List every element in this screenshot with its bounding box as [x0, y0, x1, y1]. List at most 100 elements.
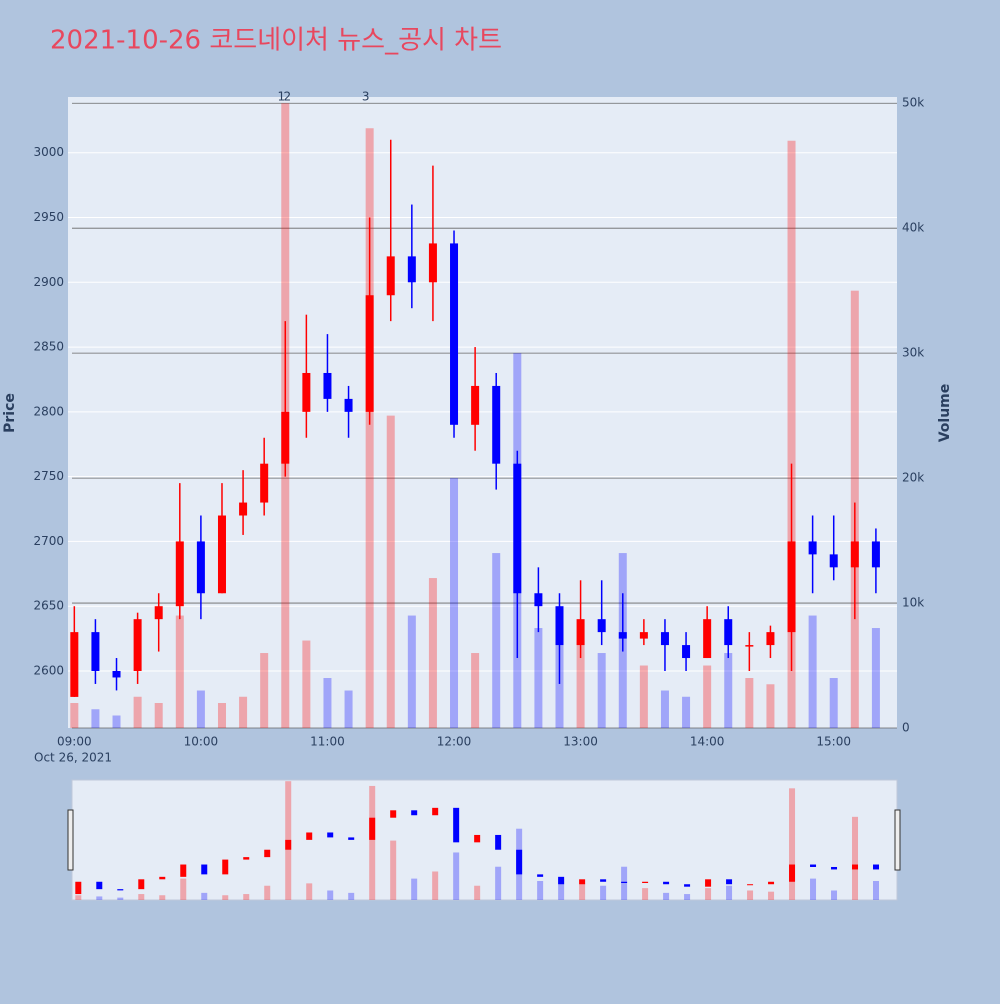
y-axis-label: Price — [2, 393, 18, 433]
volume-bar — [766, 684, 775, 728]
range-handle[interactable] — [894, 809, 901, 871]
x-tick-label: 10:00 — [184, 735, 219, 749]
volume-bar — [239, 696, 248, 728]
volume-bar — [787, 140, 796, 728]
candle-body — [112, 670, 121, 678]
candle-body — [682, 645, 691, 659]
candle-body — [492, 385, 501, 464]
slider-candle — [390, 810, 397, 818]
slider-candle — [684, 884, 691, 887]
volume-bar — [492, 553, 501, 728]
volume-bar — [217, 703, 226, 728]
volume-bar — [534, 628, 543, 728]
slider-volume — [138, 894, 145, 900]
y-tick-label: 2750 — [33, 469, 64, 483]
slider-candle — [348, 837, 355, 840]
y2-tick-label: 20k — [902, 471, 924, 485]
slider-volume — [159, 895, 166, 900]
slider-candle — [747, 884, 754, 886]
x-tick-label: 12:00 — [437, 735, 472, 749]
y2-tick-label: 50k — [902, 96, 924, 110]
slider-volume — [75, 895, 82, 900]
slider-candle — [516, 849, 523, 875]
candle-body — [154, 606, 163, 620]
slider-volume — [579, 883, 586, 900]
candle-body — [70, 632, 79, 697]
volume-bar — [70, 703, 79, 728]
volume-bar — [323, 678, 332, 728]
candle-body — [407, 256, 416, 283]
volume-bar — [302, 640, 311, 728]
slider-volume — [96, 896, 103, 900]
candle-body — [597, 619, 606, 633]
candle-body — [513, 463, 522, 594]
volume-bar — [175, 615, 184, 728]
slider-candle — [222, 859, 229, 875]
slider-volume — [600, 885, 607, 900]
slider-volume — [180, 878, 187, 900]
slider-candle — [75, 881, 82, 895]
candle-body — [745, 645, 754, 647]
slider-candle — [789, 864, 796, 882]
candle-body — [428, 243, 437, 283]
annotation: 2 — [283, 90, 291, 104]
slider-candle — [537, 874, 544, 877]
range-slider[interactable] — [71, 779, 898, 901]
candle-body — [850, 541, 859, 568]
slider-candle — [579, 879, 586, 885]
slider-candle — [873, 864, 880, 870]
slider-candle — [621, 881, 628, 883]
volume-bar — [745, 678, 754, 728]
candle-body — [386, 256, 395, 296]
volume-bar — [471, 653, 480, 728]
volume-bar — [344, 690, 353, 728]
slider-candle — [852, 864, 859, 870]
slider-volume — [537, 880, 544, 900]
x-tick-label: 11:00 — [310, 735, 345, 749]
slider-volume — [747, 890, 754, 900]
slider-candle — [264, 849, 271, 858]
candle-body — [766, 632, 775, 646]
volume-bar — [112, 715, 121, 728]
volume-bar — [365, 128, 374, 729]
slider-candle — [495, 834, 502, 850]
slider-candle — [663, 881, 670, 885]
slider-volume — [831, 890, 838, 900]
slider-volume — [495, 866, 502, 900]
candle-body — [555, 606, 564, 646]
candle-body — [829, 554, 838, 568]
slider-candle — [642, 881, 649, 883]
candle-body — [618, 632, 627, 639]
slider-candle — [327, 832, 334, 838]
candle-body — [196, 541, 205, 594]
y-tick-label: 3000 — [33, 145, 64, 159]
range-handle[interactable] — [67, 809, 74, 871]
y2-tick-label: 10k — [902, 596, 924, 610]
x-sublabel: Oct 26, 2021 — [34, 751, 112, 765]
y2-tick-label: 30k — [902, 346, 924, 360]
volume-bar — [450, 478, 459, 728]
y2-axis-label: Volume — [937, 384, 953, 443]
slider-volume — [621, 866, 628, 900]
volume-bar — [660, 690, 669, 728]
volume-bar — [133, 696, 142, 728]
candle-body — [217, 515, 226, 594]
y-tick-label: 2900 — [33, 275, 64, 289]
candle-body — [534, 593, 543, 607]
slider-volume — [390, 840, 397, 900]
slider-candle — [96, 881, 103, 890]
annotation: 1 — [277, 90, 285, 104]
slider-volume — [726, 885, 733, 900]
x-tick-label: 09:00 — [57, 735, 92, 749]
slider-volume — [453, 852, 460, 900]
y-tick-label: 2600 — [33, 663, 64, 677]
volume-bar — [428, 578, 437, 728]
slider-volume — [348, 892, 355, 900]
slider-volume — [474, 885, 481, 900]
slider-candle — [306, 832, 313, 840]
volume-bar — [91, 709, 100, 728]
slider-candle — [159, 876, 166, 880]
slider-candle — [201, 864, 208, 875]
volume-bar — [829, 678, 838, 728]
